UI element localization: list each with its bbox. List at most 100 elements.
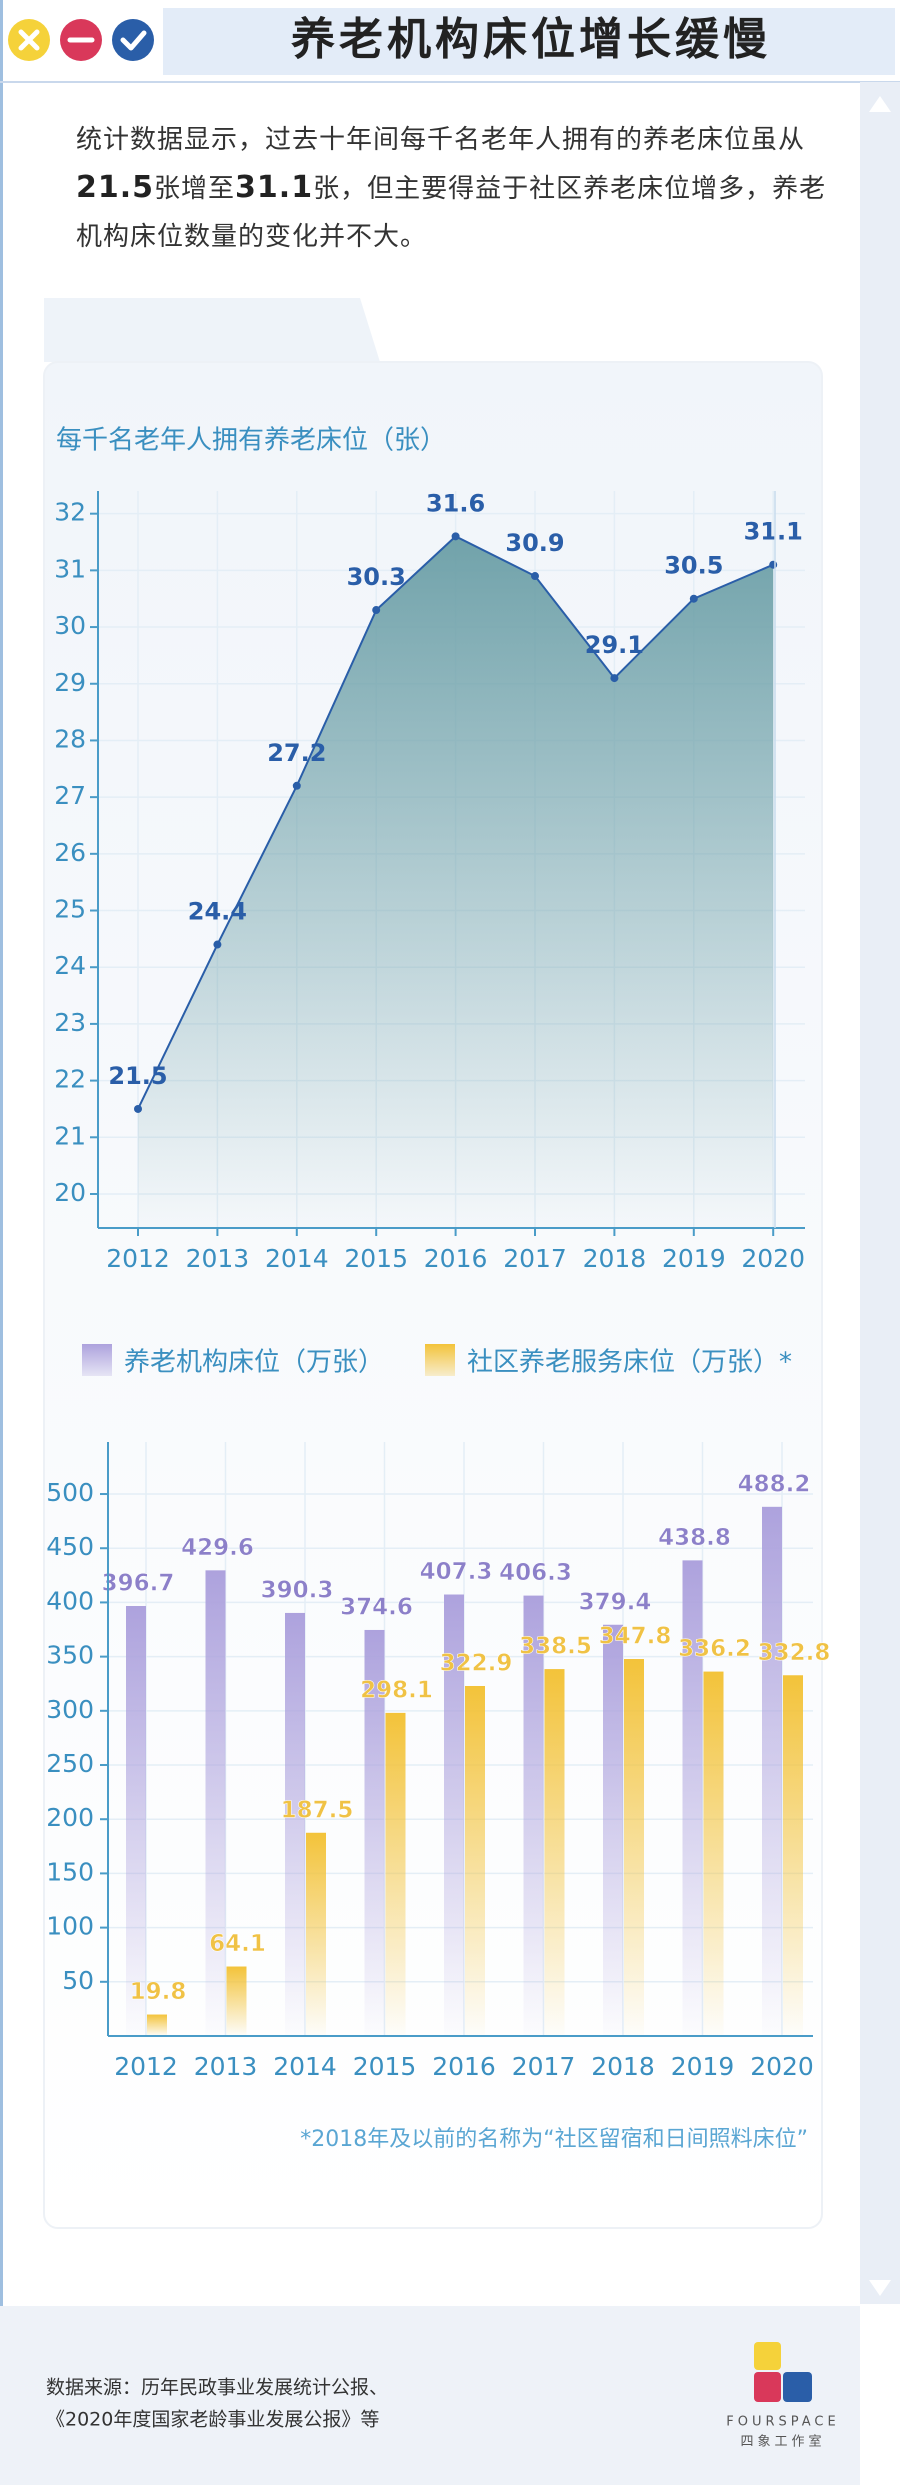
legend-swatch [425,1344,455,1376]
footer [0,2306,860,2485]
data-label: 29.1 [585,631,644,659]
scrollbar[interactable] [860,82,900,2304]
y-tick-label: 27 [54,781,86,810]
intro-number: 31.1 [235,170,314,205]
x-tick-label: 2015 [353,2052,417,2081]
logo-piece [783,2372,812,2402]
x-tick-label: 2012 [106,1244,170,1273]
bar [465,1685,485,2036]
logo-piece [754,2342,781,2370]
intro-number: 21.5 [76,170,155,205]
x-tick-label: 2019 [662,1244,726,1273]
data-label: 379.4 [579,1589,652,1615]
bar [205,1570,226,2036]
data-label: 396.7 [102,1571,175,1597]
y-tick-label: 50 [62,1966,94,1995]
y-tick-label: 250 [46,1749,94,1778]
data-label: 27.2 [267,739,326,767]
y-tick-label: 300 [46,1695,94,1724]
y-tick-label: 32 [54,498,86,527]
y-tick-label: 21 [54,1121,86,1150]
intro-text: 统计数据显示，过去十年间每千名老年人拥有的养老床位虽从 21.5张增至31.1张，… [76,116,838,261]
data-label: 332.8 [758,1640,831,1666]
data-label: 298.1 [360,1677,433,1703]
y-tick-label: 400 [46,1586,94,1615]
data-label: 336.2 [678,1636,751,1662]
y-tick-label: 29 [54,668,86,697]
data-label: 407.3 [420,1559,493,1585]
chart-title: 每千名老年人拥有养老床位（张） [56,426,446,456]
left-border [0,0,3,2485]
close-icon [18,29,40,51]
data-label: 347.8 [599,1624,672,1650]
intro-segment: 统计数据显示，过去十年间每千名老年人拥有的养老床位虽从 [76,125,806,155]
logo-piece [754,2372,781,2402]
area [138,536,774,1228]
y-tick-label: 500 [46,1478,94,1507]
y-tick-label: 150 [46,1857,94,1886]
x-tick-label: 2014 [273,2052,337,2081]
legend-label: 养老机构床位（万张） [124,1348,384,1378]
title-bar [163,8,895,75]
data-label: 24.4 [188,898,247,926]
data-label: 187.5 [281,1797,354,1823]
logo-subname: 四象工作室 [740,2434,825,2450]
data-label: 31.6 [426,489,485,517]
x-tick-label: 2017 [503,1244,567,1273]
data-label: 390.3 [261,1577,334,1603]
x-tick-label: 2018 [591,2052,655,2081]
bar [126,1606,146,2036]
data-label: 406.3 [499,1560,572,1586]
bar [783,1675,803,2036]
bar [285,1612,305,2036]
confirm-button[interactable] [112,19,154,61]
y-tick-label: 20 [54,1178,86,1207]
legend-swatch [82,1344,112,1376]
data-label: 19.8 [130,1979,187,2005]
bar [762,1506,782,2036]
y-tick-label: 28 [54,724,86,753]
y-tick-label: 26 [54,838,86,867]
y-tick-label: 30 [54,611,86,640]
bar [703,1671,724,2036]
data-label: 31.1 [744,518,803,546]
x-tick-label: 2015 [344,1244,408,1273]
bar [147,2014,167,2036]
bar [544,1669,565,2036]
point [451,532,460,541]
footnote: *2018年及以前的名称为“社区留宿和日间照料床位” [300,2127,808,2152]
y-tick-label: 25 [54,895,86,924]
point [213,940,222,949]
scroll-down[interactable] [869,2280,891,2296]
x-tick-label: 2020 [750,2052,814,2081]
bar [603,1624,623,2036]
x-tick-label: 2018 [583,1244,647,1273]
source-line: 《2020年度国家老龄事业发展公报》等 [46,2409,379,2431]
x-tick-label: 2013 [186,1244,250,1273]
point [372,606,381,615]
bar [444,1594,464,2036]
bar [624,1659,644,2036]
x-tick-label: 2013 [194,2052,258,2081]
x-tick-label: 2019 [671,2052,735,2081]
intro-segment: 张，但主要得益于社区养老床位增多，养老机构床位数量的变化并不大。 [76,174,827,252]
y-tick-label: 100 [46,1912,94,1941]
x-tick-label: 2016 [432,2052,496,2081]
point [292,781,301,790]
bar [226,1966,247,2036]
source-line: 数据来源：历年民政事业发展统计公报、 [46,2377,388,2399]
data-label: 338.5 [519,1634,592,1660]
y-tick-label: 23 [54,1008,86,1037]
legend-label: 社区养老服务床位（万张）* [467,1348,792,1378]
x-tick-label: 2016 [424,1244,488,1273]
bar [364,1629,385,2036]
bar [306,1832,326,2036]
data-label: 488.2 [738,1471,811,1497]
x-tick-label: 2017 [512,2052,576,2081]
scroll-up[interactable] [869,96,891,112]
y-tick-label: 200 [46,1803,94,1832]
data-label: 30.3 [347,563,406,591]
y-tick-label: 24 [54,951,86,980]
point [531,572,539,581]
